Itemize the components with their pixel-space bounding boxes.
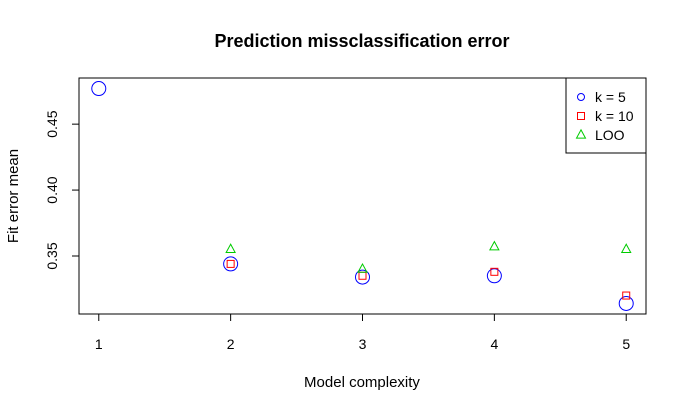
x-tick-label: 2 — [227, 336, 235, 352]
legend-label: LOO — [595, 127, 625, 143]
x-axis-label: Model complexity — [304, 374, 420, 391]
y-tick-label: 0.40 — [44, 176, 60, 203]
data-point-square — [622, 291, 631, 300]
data-point-circle — [355, 269, 370, 285]
chart-title: Prediction missclassification error — [214, 31, 509, 51]
data-point-triangle — [357, 262, 368, 273]
legend: k = 5 k = 10 LOO — [565, 77, 647, 154]
x-tick-label: 3 — [359, 336, 367, 352]
legend-marker-triangle — [575, 128, 587, 139]
x-tick-label: 4 — [490, 336, 498, 352]
y-tick-label: 0.35 — [44, 242, 60, 269]
data-point-triangle — [225, 243, 236, 254]
data-points — [91, 81, 634, 311]
plot-frame — [78, 77, 647, 315]
y-axis: 0.35 0.40 0.45 — [44, 110, 80, 270]
data-point-square — [226, 259, 235, 268]
data-point-square — [358, 271, 367, 280]
legend-label: k = 5 — [595, 89, 626, 105]
x-tick-label: 1 — [95, 336, 103, 352]
data-point-triangle — [620, 243, 632, 254]
data-point-circle — [618, 295, 634, 311]
data-point-circle — [223, 256, 239, 272]
legend-marker-circle — [577, 93, 585, 101]
data-point-triangle — [489, 240, 500, 251]
data-point-square — [490, 267, 499, 276]
x-tick-label: 5 — [622, 336, 630, 352]
legend-label: k = 10 — [595, 108, 634, 124]
x-axis: 1 2 3 4 5 — [95, 313, 630, 352]
y-tick-label: 0.45 — [44, 110, 60, 137]
data-point-circle — [91, 81, 107, 97]
legend-marker-square — [577, 112, 585, 120]
y-axis-label: Fit error mean — [5, 149, 22, 243]
legend-box — [565, 77, 647, 154]
